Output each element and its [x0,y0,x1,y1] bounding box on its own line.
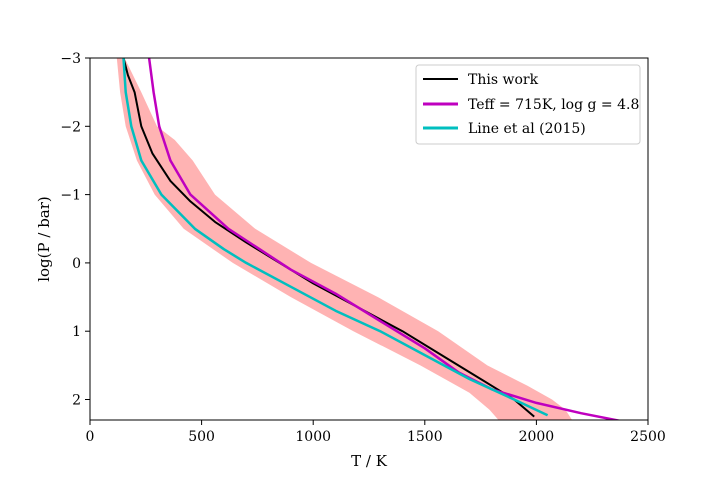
legend-label-teff: Teff = 715K, log g = 4.8 [468,97,639,113]
legend: This work Teff = 715K, log g = 4.8 Line … [415,64,641,145]
x-axis: 0 500 1000 1500 2000 2500 [86,420,666,445]
plot-frame [89,57,649,421]
x-tick-label: 1500 [407,429,443,445]
y-tick-label: 1 [72,324,81,340]
x-tick-label: 2000 [519,429,555,445]
x-tick-label: 500 [188,429,215,445]
y-axis: −3 −2 −1 0 1 2 [60,51,90,409]
series-line-line-2015 [122,58,549,417]
series-layer [122,58,623,420]
y-tick-label: −1 [60,188,81,204]
y-axis-label: log(P / bar) [35,196,53,282]
x-tick-label: 2500 [630,429,666,445]
y-tick-label: −2 [60,119,81,135]
y-tick-label: 2 [72,393,81,409]
legend-label-line-2015: Line et al (2015) [468,121,586,137]
legend-box [415,64,641,145]
x-tick-label: 1000 [295,429,331,445]
x-axis-label: T / K [351,452,388,470]
series-line-teff [147,58,623,420]
series-line-this-work [122,58,535,418]
y-tick-label: 0 [72,256,81,272]
legend-label-this-work: This work [468,72,539,88]
y-tick-label: −3 [60,51,81,67]
x-tick-label: 0 [86,429,95,445]
